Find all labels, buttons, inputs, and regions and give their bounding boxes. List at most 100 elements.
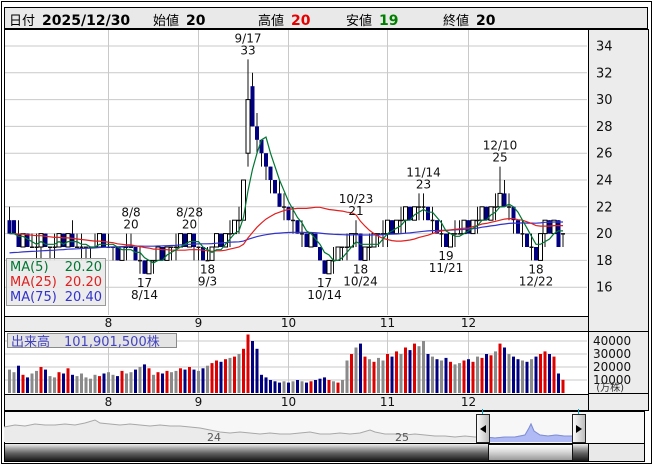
axis-panel-divider bbox=[588, 331, 649, 332]
volume-bars bbox=[8, 334, 565, 393]
low-field: 安値 19 bbox=[346, 10, 399, 29]
price-tick-label: 18 bbox=[596, 254, 613, 269]
low-label: 安値 bbox=[346, 14, 373, 29]
month-label: 9 bbox=[195, 316, 203, 330]
volume-tick-label: 20000 bbox=[593, 360, 631, 374]
annotation-high-value: 23 bbox=[416, 177, 431, 191]
navigator-right-handle[interactable] bbox=[572, 414, 586, 443]
date-value: 2025/12/30 bbox=[42, 13, 131, 29]
volume-tick-label: 40000 bbox=[593, 334, 631, 348]
annotation-high-date: 11/14 bbox=[406, 165, 441, 179]
annotation-low-value: 17 bbox=[137, 276, 152, 290]
ma75-value: 20.40 bbox=[64, 290, 102, 305]
close-label: 終値 bbox=[443, 14, 470, 29]
navigator-sparkline: 24 25 bbox=[3, 419, 583, 444]
price-tick-label: 24 bbox=[596, 174, 613, 189]
ma5-value: 20.20 bbox=[64, 260, 102, 275]
low-value: 19 bbox=[379, 13, 399, 29]
ma25-row: MA(25) 20.20 bbox=[10, 275, 102, 290]
candles bbox=[7, 59, 565, 275]
annotation-low-value: 18 bbox=[528, 262, 543, 276]
price-tick-label: 32 bbox=[596, 66, 613, 81]
annotation-low-date: 9/3 bbox=[198, 274, 217, 288]
annotation-low-value: 18 bbox=[353, 262, 368, 276]
price-tick-label: 16 bbox=[596, 281, 613, 296]
high-label: 高値 bbox=[258, 14, 285, 29]
date-field: 日付 2025/12/30 bbox=[9, 10, 130, 29]
scrollbar-right-spacer bbox=[588, 443, 645, 462]
annotation-high-value: 20 bbox=[182, 218, 197, 232]
volume-month-label: 11 bbox=[380, 395, 395, 409]
navigator-year-label: 25 bbox=[395, 431, 409, 444]
annotation-low-date: 12/22 bbox=[519, 274, 554, 288]
annotation-high-date: 9/17 bbox=[235, 31, 262, 45]
volume-tick-label: 10000 bbox=[593, 373, 631, 387]
ma5-line bbox=[9, 136, 563, 264]
volume-tick-label: 30000 bbox=[593, 347, 631, 361]
month-label: 11 bbox=[380, 316, 395, 330]
annotation-low-date: 10/24 bbox=[343, 274, 378, 288]
annotation-high-value: 25 bbox=[492, 151, 507, 165]
annotation-low-date: 8/14 bbox=[131, 288, 158, 302]
volume-unit-label: (万株) bbox=[596, 381, 624, 394]
left-arrow-icon bbox=[480, 424, 486, 433]
volume-month-label: 12 bbox=[461, 395, 476, 409]
annotation-high-value: 33 bbox=[240, 43, 255, 57]
high-value: 20 bbox=[291, 13, 311, 29]
date-label: 日付 bbox=[9, 14, 36, 29]
volume-label: 出来高 bbox=[11, 335, 51, 350]
ma25-value: 20.20 bbox=[64, 275, 102, 290]
navigator-selection bbox=[482, 422, 578, 442]
ma25-line bbox=[9, 206, 563, 252]
volume-month-label: 8 bbox=[105, 395, 113, 409]
annotation-low-date: 11/21 bbox=[429, 261, 464, 275]
annotation-high-value: 20 bbox=[123, 218, 138, 232]
month-label: 12 bbox=[461, 316, 476, 330]
price-tick-label: 30 bbox=[596, 93, 613, 108]
navigator-year-label: 24 bbox=[207, 431, 221, 444]
price-tick-label: 20 bbox=[596, 227, 613, 242]
price-annotations: 8/8208/28209/173310/232111/142312/102517… bbox=[121, 31, 553, 301]
ma75-row: MA(75) 20.40 bbox=[10, 290, 102, 305]
volume-month-label: 10 bbox=[281, 395, 296, 409]
annotation-high-date: 8/28 bbox=[176, 206, 203, 220]
annotation-low-value: 17 bbox=[317, 276, 332, 290]
navigator-left-handle[interactable] bbox=[476, 414, 490, 443]
y-axis-panel bbox=[588, 29, 649, 411]
ma25-label: MA(25) bbox=[10, 275, 57, 290]
quote-info-bar: 日付 2025/12/30 始値 20 高値 20 安値 19 終値 20 bbox=[4, 7, 648, 29]
annotation-high-value: 21 bbox=[348, 204, 363, 218]
month-label: 8 bbox=[105, 316, 113, 330]
high-field: 高値 20 bbox=[258, 10, 311, 29]
month-label: 10 bbox=[281, 316, 296, 330]
price-tick-label: 28 bbox=[596, 120, 613, 135]
annotation-high-date: 12/10 bbox=[483, 139, 518, 153]
close-field: 終値 20 bbox=[443, 10, 496, 29]
horizontal-scrollbar-thumb[interactable] bbox=[488, 444, 573, 461]
ma5-row: MA(5) 20.20 bbox=[10, 260, 102, 275]
price-tick-label: 26 bbox=[596, 147, 613, 162]
ma5-label: MA(5) bbox=[10, 260, 49, 275]
open-label: 始値 bbox=[153, 14, 180, 29]
volume-month-label: 9 bbox=[195, 395, 203, 409]
price-tick-label: 22 bbox=[596, 200, 613, 215]
annotation-low-value: 18 bbox=[200, 262, 215, 276]
right-arrow-icon bbox=[576, 424, 582, 433]
ma75-label: MA(75) bbox=[10, 290, 57, 305]
annotation-low-value: 19 bbox=[438, 249, 453, 263]
price-tick-label: 34 bbox=[596, 40, 613, 55]
volume-value: 101,901,500株 bbox=[64, 335, 160, 350]
price-grid: 34 32 30 28 26 24 22 20 18 16 8 8 9 9 10 10 11 11 12 12 4000… bbox=[5, 30, 631, 409]
annotation-high-date: 10/23 bbox=[339, 192, 374, 206]
annotation-high-date: 8/8 bbox=[121, 206, 140, 220]
open-field: 始値 20 bbox=[153, 10, 206, 29]
volume-readout: 出来高 101,901,500株 bbox=[7, 333, 177, 350]
axis-panel-divider bbox=[588, 393, 649, 394]
ma75-line bbox=[9, 221, 563, 254]
open-value: 20 bbox=[186, 13, 206, 29]
volume-x-axis-row bbox=[4, 394, 589, 411]
moving-average-legend: MA(5) 20.20 MA(25) 20.20 MA(75) 20.40 bbox=[6, 258, 106, 306]
close-value: 20 bbox=[476, 13, 496, 29]
annotation-low-date: 10/14 bbox=[307, 288, 342, 302]
